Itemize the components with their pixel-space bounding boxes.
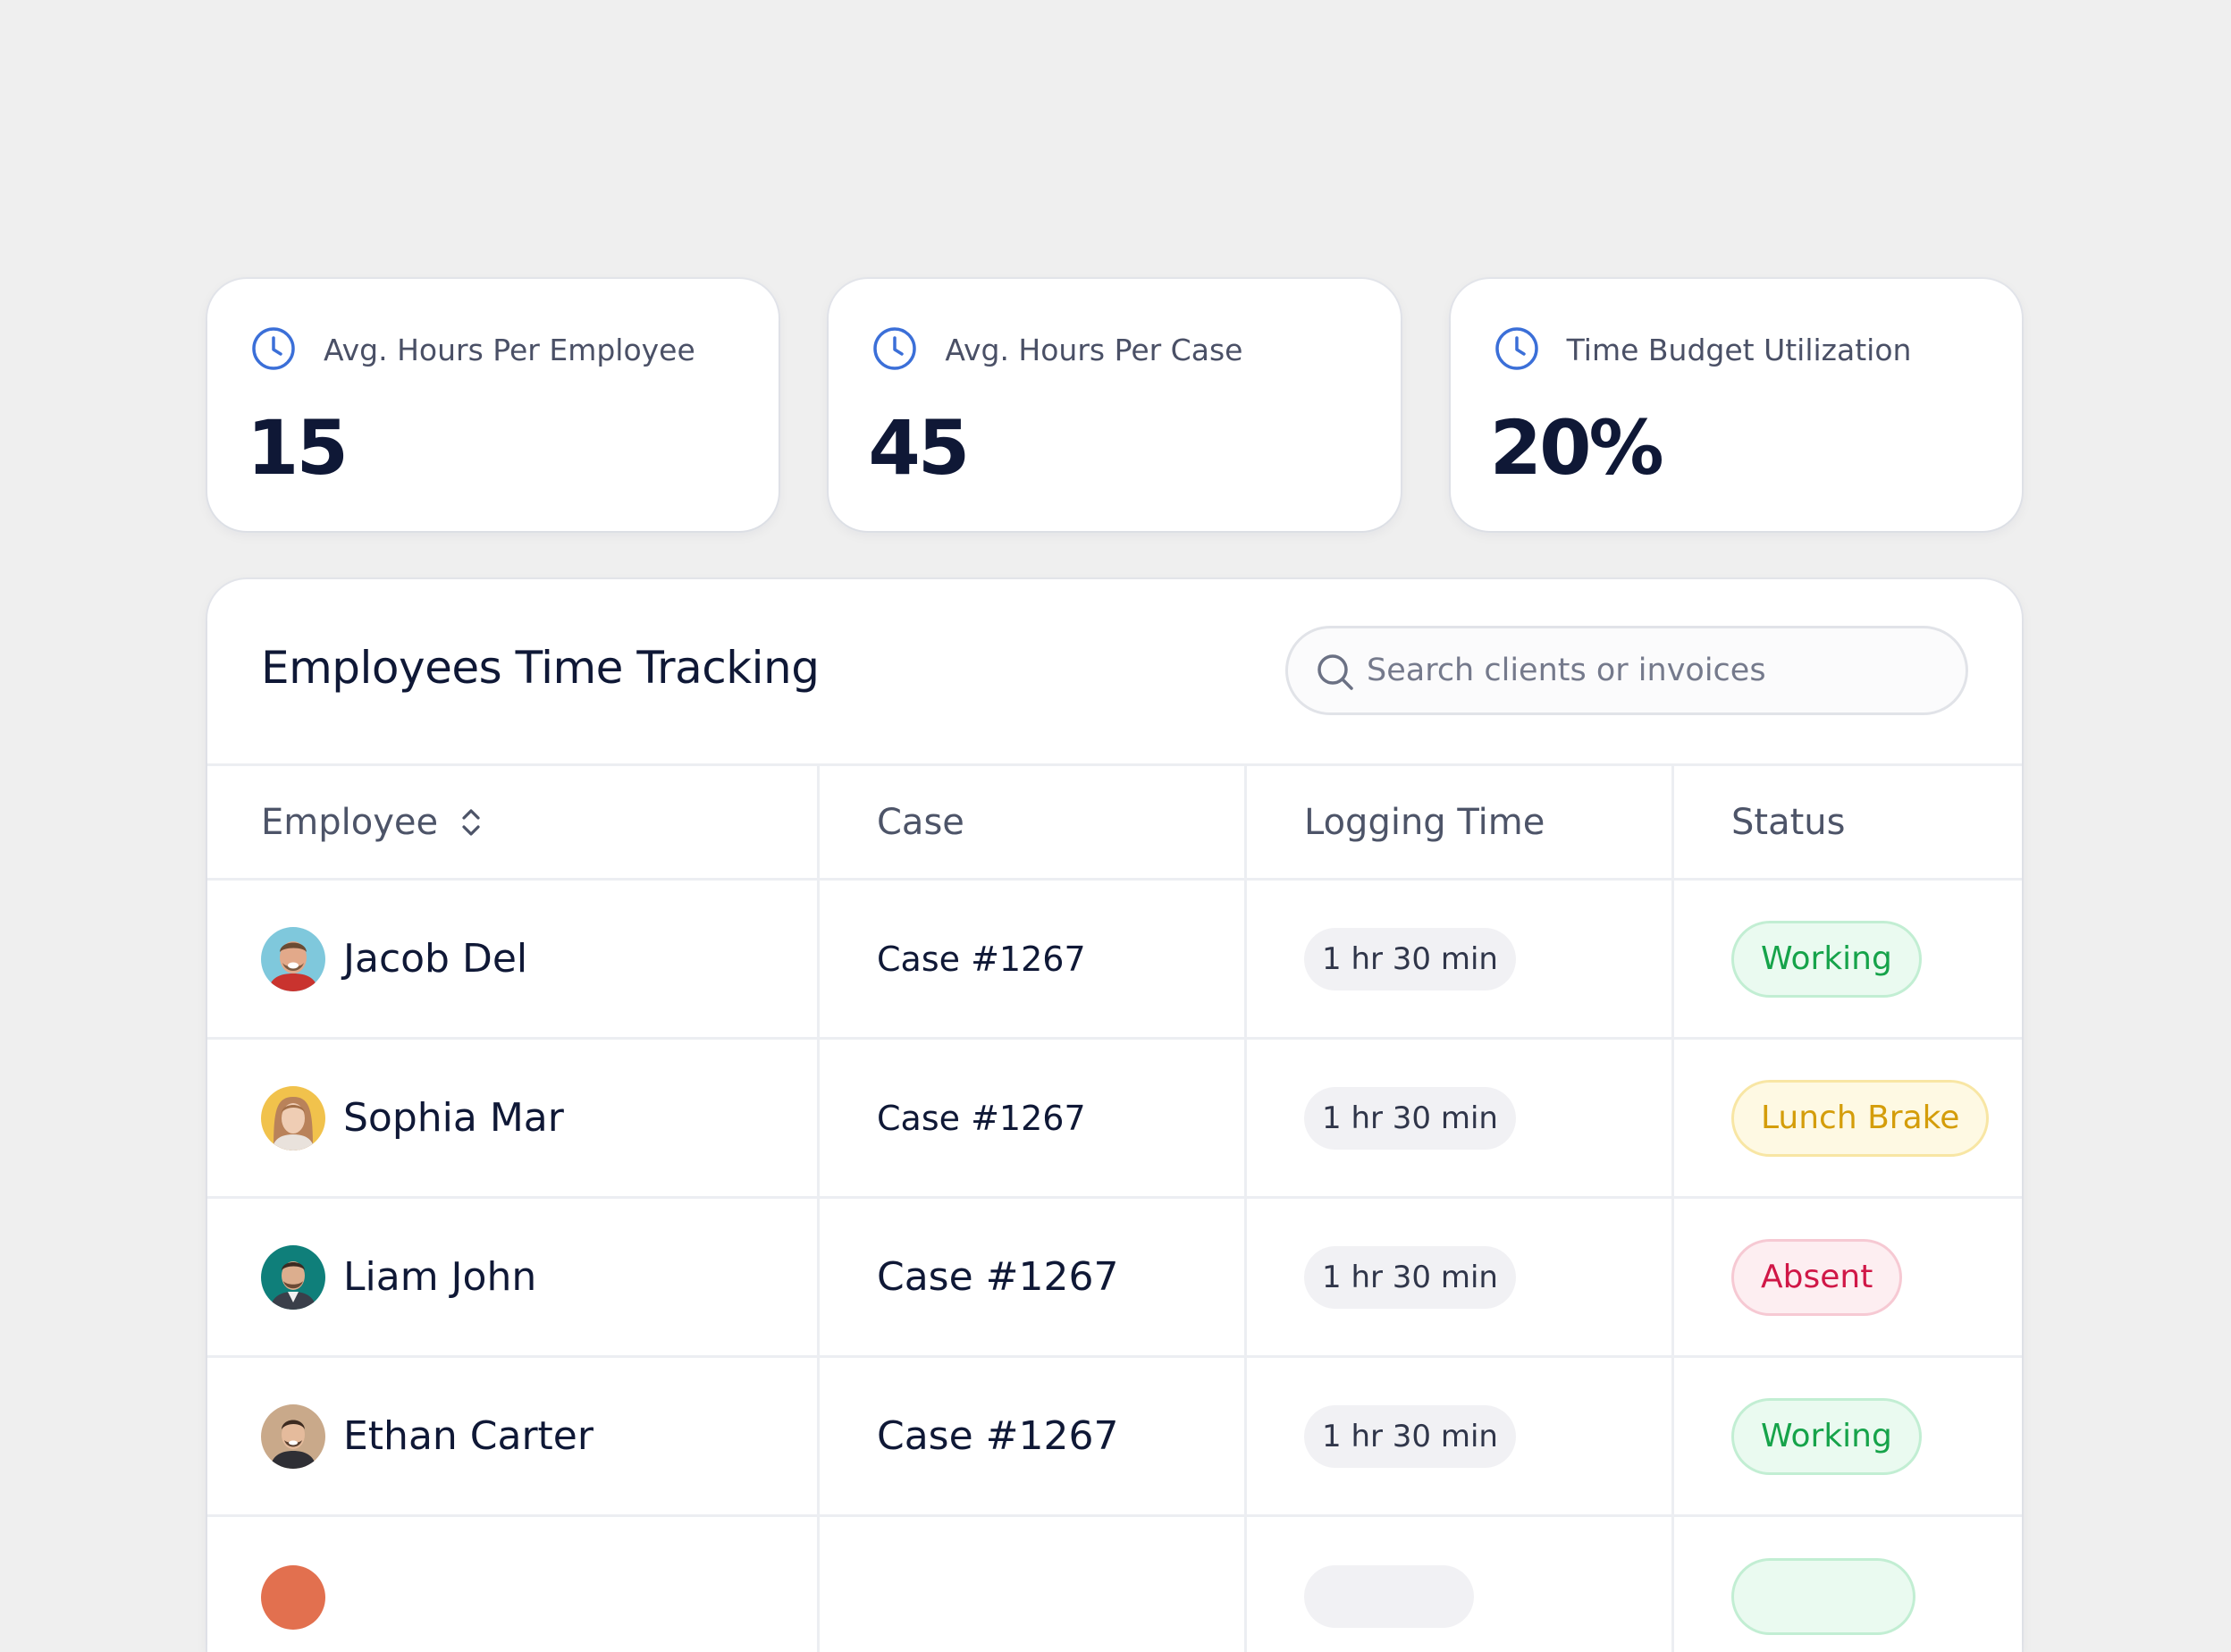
employee-cell: Ethan Carter (207, 1358, 817, 1514)
clock-icon (252, 327, 295, 370)
logging-time-pill: 1 hr 30 min (1304, 1086, 1516, 1150)
logging-time-cell (1244, 1517, 1671, 1652)
case-id: Case #1267 (877, 1098, 1086, 1138)
employee-name: Liam John (343, 1254, 537, 1300)
column-header-label: Employee (261, 801, 439, 843)
stat-label: Avg. Hours Per Employee (324, 333, 695, 367)
avatar (261, 1403, 325, 1469)
status-cell (1671, 1517, 2022, 1652)
case-cell: Case #1267 (817, 1040, 1244, 1196)
status-cell: Working (1671, 881, 2022, 1037)
stat-label: Time Budget Utilization (1566, 333, 1912, 367)
table-row[interactable] (207, 1514, 2022, 1652)
search-box[interactable] (1285, 626, 1968, 715)
employee-cell (207, 1517, 817, 1652)
column-header-label: Case (877, 801, 964, 843)
clock-icon (873, 327, 917, 370)
column-header-employee[interactable]: Employee (207, 766, 817, 878)
status-badge (1731, 1558, 1915, 1635)
employee-name: Ethan Carter (343, 1413, 594, 1459)
stat-label: Avg. Hours Per Case (945, 333, 1243, 367)
column-header-label: Logging Time (1304, 801, 1545, 843)
status-badge: Absent (1731, 1238, 1903, 1316)
sort-icon[interactable] (458, 805, 484, 840)
table-row[interactable]: Jacob Del Case #1267 1 hr 30 min Working (207, 878, 2022, 1037)
status-badge: Lunch Brake (1731, 1079, 1990, 1157)
logging-time-cell: 1 hr 30 min (1244, 1199, 1671, 1355)
logging-time-cell: 1 hr 30 min (1244, 881, 1671, 1037)
case-cell (817, 1517, 1244, 1652)
table-row[interactable]: Sophia Mar Case #1267 1 hr 30 min Lunch … (207, 1037, 2022, 1196)
case-cell: Case #1267 (817, 1358, 1244, 1514)
table-row[interactable]: Liam John Case #1267 1 hr 30 min Absent (207, 1196, 2022, 1355)
logging-time-pill: 1 hr 30 min (1304, 1404, 1516, 1468)
employee-cell: Liam John (207, 1199, 817, 1355)
stat-value: 15 (247, 404, 349, 492)
panel-title: Employees Time Tracking (261, 642, 820, 694)
stats-row: Avg. Hours Per Employee 15 Avg. Hours Pe… (207, 279, 2022, 531)
search-icon (1318, 654, 1353, 690)
employee-cell: Sophia Mar (207, 1040, 817, 1196)
avatar (261, 1085, 325, 1150)
status-cell: Absent (1671, 1199, 2022, 1355)
logging-time-cell: 1 hr 30 min (1244, 1358, 1671, 1514)
avatar (261, 1244, 325, 1310)
status-badge: Working (1731, 920, 1922, 998)
employees-table: Employee Case Logging Time Status (207, 763, 2022, 1652)
table-row[interactable]: Ethan Carter Case #1267 1 hr 30 min Work… (207, 1355, 2022, 1514)
search-input[interactable] (1367, 628, 1939, 712)
employee-name: Jacob Del (343, 936, 528, 982)
case-cell: Case #1267 (817, 881, 1244, 1037)
employee-name: Sophia Mar (343, 1095, 564, 1141)
column-header-label: Status (1731, 801, 1846, 843)
logging-time-pill: 1 hr 30 min (1304, 1245, 1516, 1309)
stat-value: 20% (1489, 404, 1664, 492)
avatar (261, 1565, 325, 1630)
table-header-row: Employee Case Logging Time Status (207, 763, 2022, 878)
status-cell: Working (1671, 1358, 2022, 1514)
logging-time-cell: 1 hr 30 min (1244, 1040, 1671, 1196)
stat-card-avg-hours-employee: Avg. Hours Per Employee 15 (207, 279, 779, 531)
avatar (261, 926, 325, 991)
case-cell: Case #1267 (817, 1199, 1244, 1355)
logging-time-pill (1304, 1565, 1474, 1628)
status-badge: Working (1731, 1397, 1922, 1475)
column-header-status: Status (1671, 766, 2022, 878)
case-id: Case #1267 (877, 939, 1086, 979)
case-id: Case #1267 (877, 1413, 1119, 1459)
column-header-case: Case (817, 766, 1244, 878)
logging-time-pill: 1 hr 30 min (1304, 927, 1516, 990)
stat-value: 45 (868, 404, 970, 492)
case-id: Case #1267 (877, 1254, 1119, 1300)
clock-icon (1494, 327, 1538, 370)
employee-cell: Jacob Del (207, 881, 817, 1037)
column-header-logging-time: Logging Time (1244, 766, 1671, 878)
stat-card-avg-hours-case: Avg. Hours Per Case 45 (829, 279, 1401, 531)
time-tracking-panel: Employees Time Tracking Employee Case Lo… (207, 579, 2022, 1652)
stat-card-time-budget: Time Budget Utilization 20% (1450, 279, 2022, 531)
status-cell: Lunch Brake (1671, 1040, 2022, 1196)
